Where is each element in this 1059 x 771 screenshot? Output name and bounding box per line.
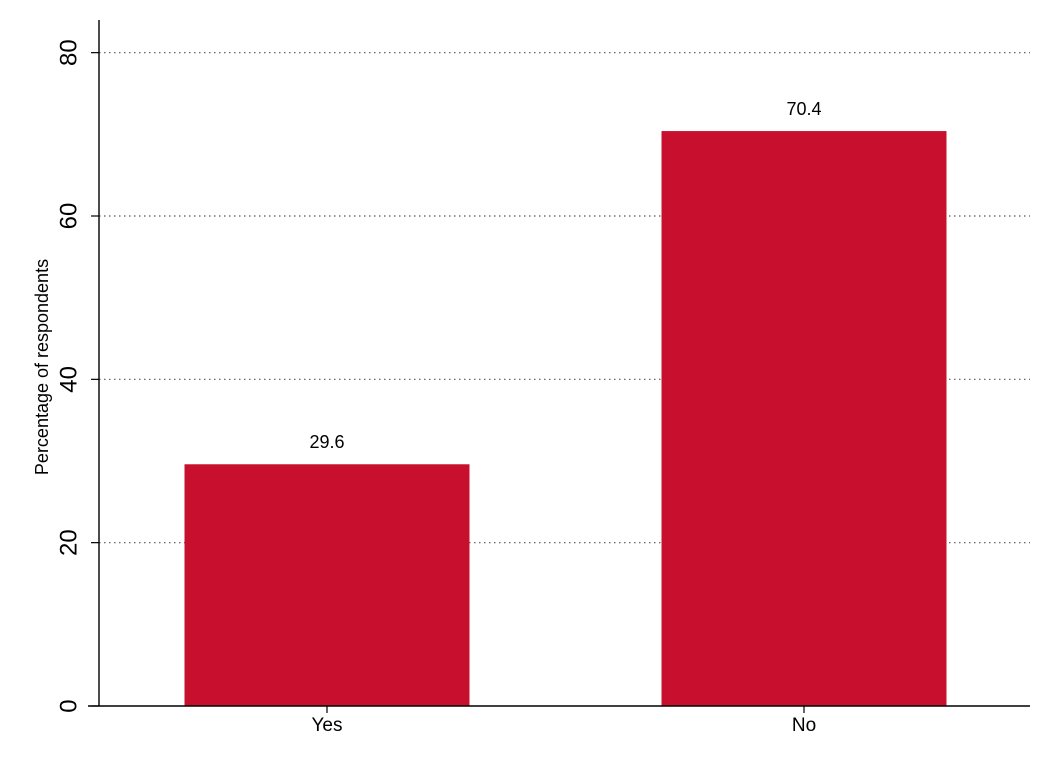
y-tick-label: 20	[55, 529, 82, 556]
y-tick-label: 40	[55, 366, 82, 393]
bar	[184, 464, 470, 706]
y-tick-label: 60	[55, 203, 82, 230]
y-tick-label: 0	[55, 699, 82, 712]
y-tick-label: 80	[55, 39, 82, 66]
x-tick-label: Yes	[312, 715, 343, 736]
value-label: 70.4	[786, 99, 821, 119]
y-axis-title: Percentage of respondents	[32, 259, 52, 475]
x-tick-label: No	[792, 715, 816, 736]
bar	[661, 131, 947, 707]
value-label: 29.6	[309, 432, 344, 452]
